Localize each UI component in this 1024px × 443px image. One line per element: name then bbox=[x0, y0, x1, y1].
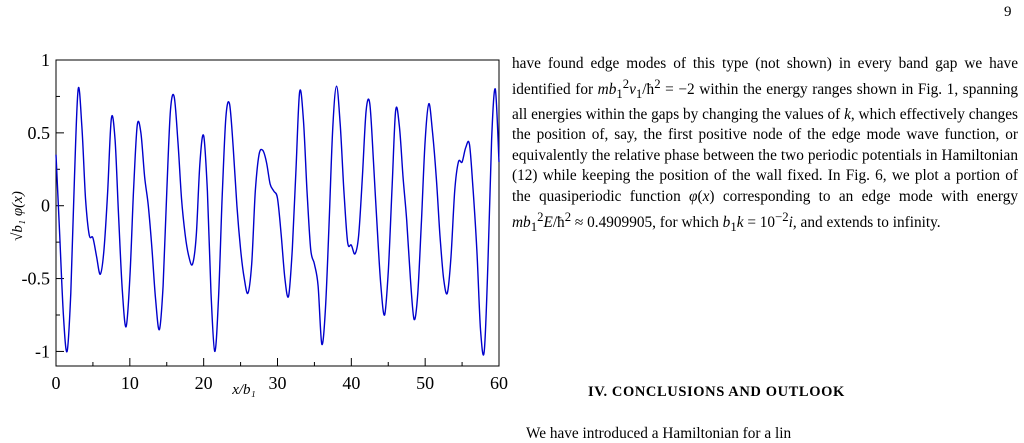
tick-labels: 0 10 20 30 40 50 60 1 0.5 0 -0.5 -1 bbox=[22, 50, 509, 393]
next-paragraph-start: We have introduced a Hamiltonian for a l… bbox=[526, 425, 792, 442]
y-tick-label: -1 bbox=[35, 341, 50, 361]
y-tick-label: 0.5 bbox=[28, 123, 51, 143]
x-axis-label: x/b₁ bbox=[231, 382, 256, 398]
axis-ticks bbox=[55, 59, 500, 366]
x-tick-label: 0 bbox=[52, 373, 61, 393]
body-paragraph: have found edge modes of this type (not … bbox=[512, 54, 1018, 238]
line-chart: 0 10 20 30 40 50 60 1 0.5 0 -0.5 -1 √b₁ φ(x) x/b₁ bbox=[10, 50, 509, 398]
x-tick-label: 50 bbox=[416, 373, 434, 393]
section-heading: IV. CONCLUSIONS AND OUTLOOK bbox=[588, 384, 845, 400]
x-tick-label: 40 bbox=[342, 373, 360, 393]
plot-frame bbox=[55, 59, 500, 367]
y-axis-label: √b₁ φ(x) bbox=[10, 191, 26, 241]
x-tick-label: 20 bbox=[195, 373, 213, 393]
y-tick-label: -0.5 bbox=[22, 269, 51, 289]
figure-6: 0 10 20 30 40 50 60 1 0.5 0 -0.5 -1 √b₁ φ(x) x/b₁ bbox=[0, 40, 520, 400]
series-line bbox=[55, 85, 500, 356]
y-tick-label: 0 bbox=[41, 196, 50, 216]
paragraph-text: have found edge modes of this type (not … bbox=[512, 55, 1019, 235]
x-tick-label: 10 bbox=[121, 373, 139, 393]
x-tick-label: 30 bbox=[269, 373, 287, 393]
page-number: 9 bbox=[1004, 4, 1012, 20]
x-tick-label: 60 bbox=[490, 373, 508, 393]
y-tick-label: 1 bbox=[41, 50, 50, 70]
